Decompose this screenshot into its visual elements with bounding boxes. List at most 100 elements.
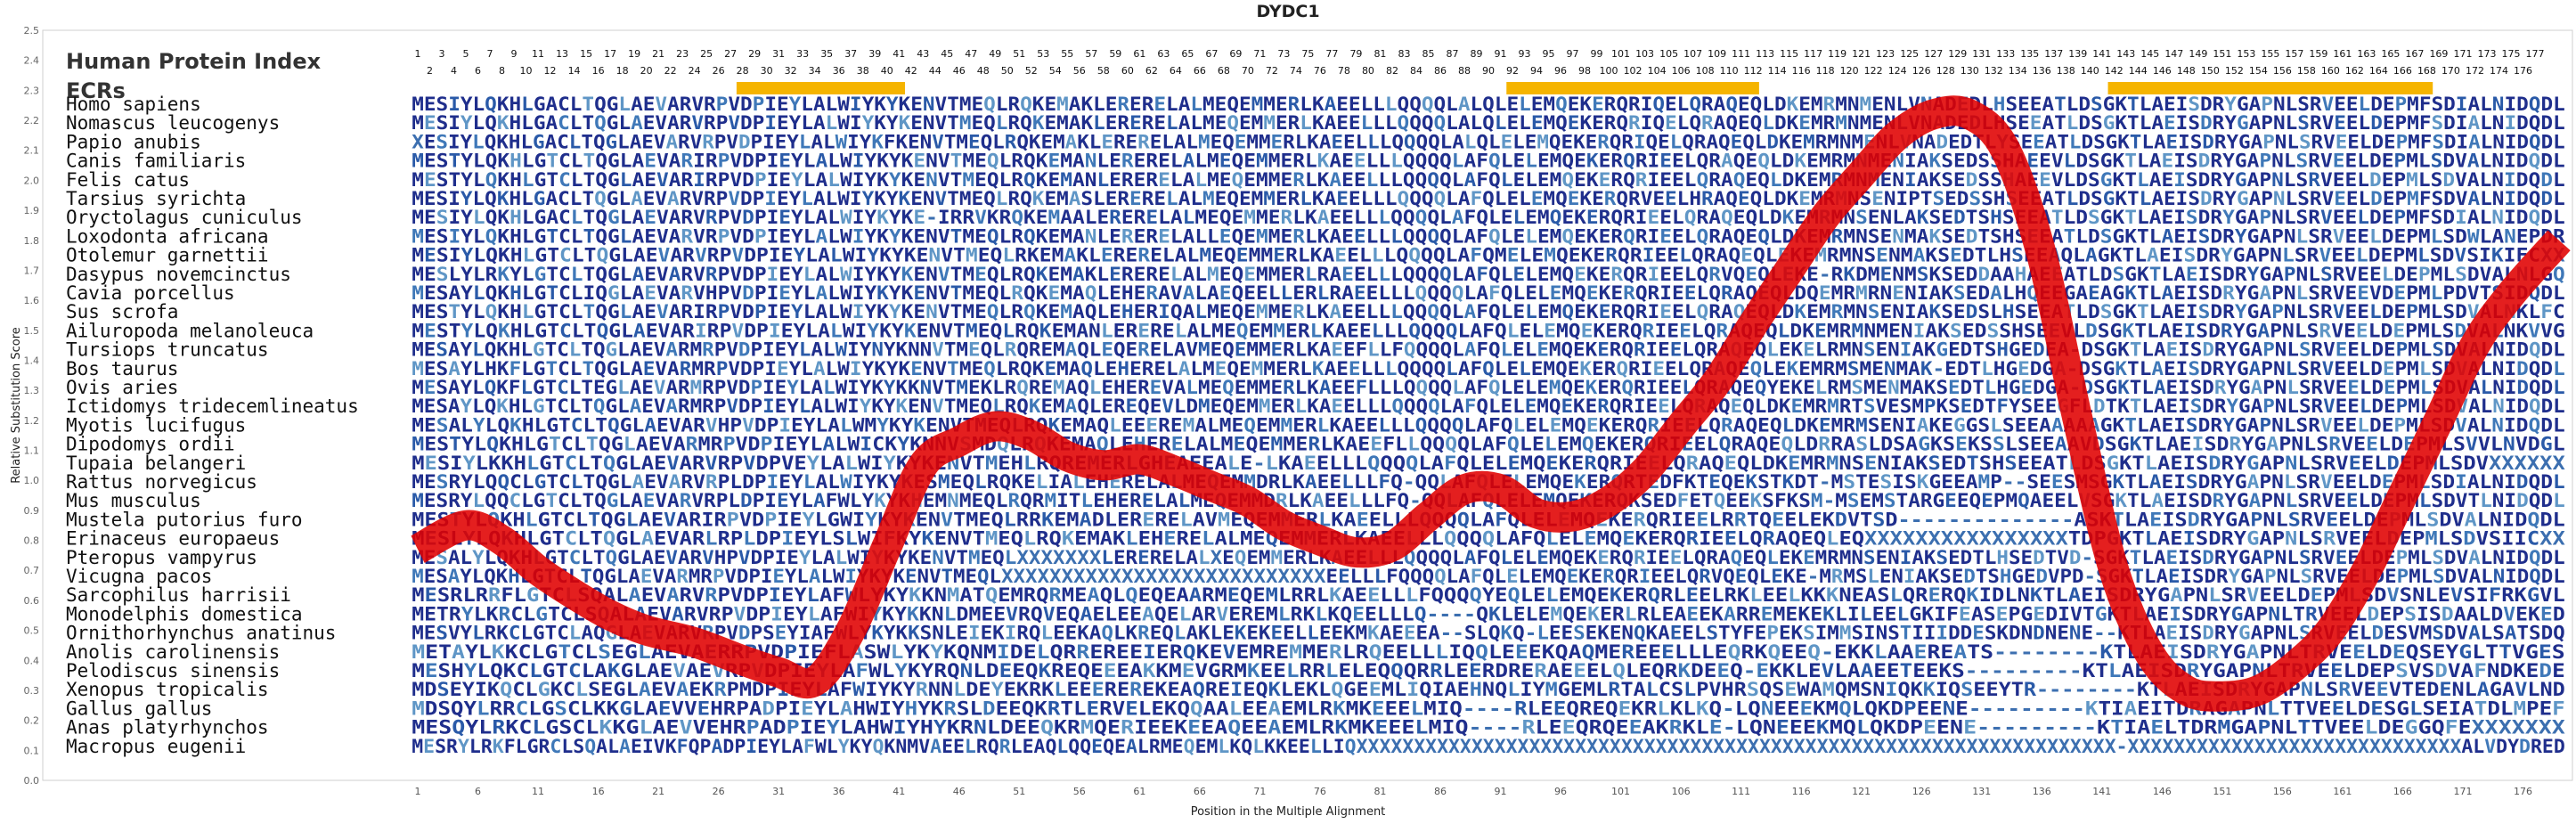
human-index-number: 134: [2009, 65, 2027, 77]
human-index-number: 122: [1864, 65, 1883, 77]
alignment-sequence: MESALYLQKH LGTCLTQGLAE VARVHPVDPIE YLALWIYK…: [412, 547, 2565, 568]
ecr-label: ECRs: [66, 78, 126, 103]
human-index-number: 108: [1696, 65, 1715, 77]
species-name: Bos taurus: [66, 358, 178, 379]
human-index-number: 142: [2105, 65, 2124, 77]
human-index-number: 20: [640, 65, 653, 77]
human-index-number: 13: [556, 48, 568, 60]
human-index-number: 126: [1912, 65, 1931, 77]
species-name: Ovis aries: [66, 377, 178, 398]
x-tick-label: 146: [2153, 786, 2172, 797]
species-name: Pelodiscus sinensis: [66, 660, 280, 681]
human-index-number: 11: [532, 48, 544, 60]
y-tick-label: 0.2: [24, 715, 40, 727]
y-tick-label: 1.4: [24, 355, 40, 366]
human-index-number: 172: [2466, 65, 2484, 77]
human-index-number: 169: [2429, 48, 2448, 60]
species-name: Xenopus tropicalis: [66, 679, 269, 700]
human-index-number: 12: [544, 65, 557, 77]
human-index-number: 154: [2249, 65, 2268, 77]
x-tick-label: 26: [713, 786, 725, 797]
alignment-sequence: XESIYLQKHL GACLTQGLAEV ARVRPVDPIEY LALWIYKF…: [412, 131, 2565, 152]
human-index-number: 30: [761, 65, 773, 77]
human-index-number: 89: [1470, 48, 1482, 60]
human-index-number: 31: [772, 48, 785, 60]
species-name: Papio anubis: [66, 131, 201, 152]
human-index-number: 132: [1985, 65, 2003, 77]
x-tick-label: 126: [1912, 786, 1931, 797]
human-index-number: 58: [1097, 65, 1110, 77]
human-index-number: 57: [1085, 48, 1097, 60]
human-index-number: 67: [1205, 48, 1218, 60]
human-index-number: 61: [1133, 48, 1145, 60]
human-index-number: 90: [1482, 65, 1495, 77]
human-index-number: 71: [1253, 48, 1266, 60]
human-index-number: 163: [2357, 48, 2376, 60]
x-tick-label: 36: [833, 786, 845, 797]
alignment-sequence: ME SLYLR KYL GTC LTQGL AEV ARV RPVDP IEY LAL WIYKY…: [412, 264, 2565, 285]
human-index-number: 93: [1519, 48, 1531, 60]
human-index-number: 143: [2116, 48, 2135, 60]
human-index-number: 107: [1683, 48, 1702, 60]
human-index-number: 173: [2477, 48, 2496, 60]
human-index-number: 18: [616, 65, 629, 77]
ecr-bar: [1506, 82, 1759, 94]
y-tick-label: 2.2: [24, 115, 40, 126]
species-name: Myotis lucifugus: [66, 414, 246, 436]
species-name: Tarsius syrichta: [66, 188, 246, 209]
human-index-number: 100: [1600, 65, 1618, 77]
human-index-number: 125: [1900, 48, 1919, 60]
x-tick-label: 106: [1672, 786, 1691, 797]
species-name: Cavia porcellus: [66, 282, 235, 304]
human-index-number: 68: [1218, 65, 1230, 77]
human-index-number: 44: [929, 65, 942, 77]
human-index-number: 43: [917, 48, 929, 60]
human-index-number: 1: [415, 48, 421, 60]
y-axis-label: Relative Substitution Score: [10, 327, 23, 484]
human-index-number: 7: [487, 48, 493, 60]
human-index-number: 70: [1242, 65, 1254, 77]
human-index-number: 159: [2309, 48, 2327, 60]
x-tick-label: 96: [1554, 786, 1567, 797]
species-name: Mus musculus: [66, 490, 201, 511]
human-index-number: 141: [2092, 48, 2111, 60]
human-index-number: 73: [1277, 48, 1290, 60]
human-index-number: 38: [857, 65, 869, 77]
human-index-number: 33: [796, 48, 809, 60]
species-name: Oryctolagus cuniculus: [66, 207, 303, 228]
human-index-label: Human Protein Index: [66, 49, 322, 74]
human-index-number: 53: [1037, 48, 1049, 60]
human-index-number: 75: [1301, 48, 1314, 60]
human-index-number: 137: [2044, 48, 2063, 60]
human-index-number: 133: [1996, 48, 2015, 60]
human-index-number: 78: [1338, 65, 1350, 77]
human-index-number: 24: [689, 65, 701, 77]
x-tick-label: 46: [953, 786, 966, 797]
x-tick-label: 16: [592, 786, 605, 797]
ecr-regions: [736, 82, 2433, 94]
y-tick-label: 0.9: [24, 505, 40, 517]
human-index-number: 72: [1266, 65, 1278, 77]
species-name: Sus scrofa: [66, 301, 178, 322]
series-line: [410, 95, 2571, 712]
human-index-number: 80: [1362, 65, 1374, 77]
human-index-number: 4: [451, 65, 457, 77]
human-index-number: 139: [2068, 48, 2087, 60]
species-name: Anas platyrhynchos: [66, 717, 269, 738]
human-index-number: 55: [1061, 48, 1073, 60]
x-tick-label: 56: [1073, 786, 1086, 797]
human-index-number: 129: [1948, 48, 1967, 60]
human-index-number: 103: [1635, 48, 1654, 60]
human-index-number: 144: [2129, 65, 2148, 77]
human-index-number: 113: [1756, 48, 1774, 60]
species-name: Monodelphis domestica: [66, 603, 303, 624]
species-name: Ailuropoda melanoleuca: [66, 320, 314, 341]
human-index-number: 97: [1567, 48, 1579, 60]
human-index-number: 25: [700, 48, 713, 60]
human-index-number: 121: [1852, 48, 1871, 60]
human-index-number: 60: [1121, 65, 1134, 77]
human-index-number: 54: [1049, 65, 1062, 77]
